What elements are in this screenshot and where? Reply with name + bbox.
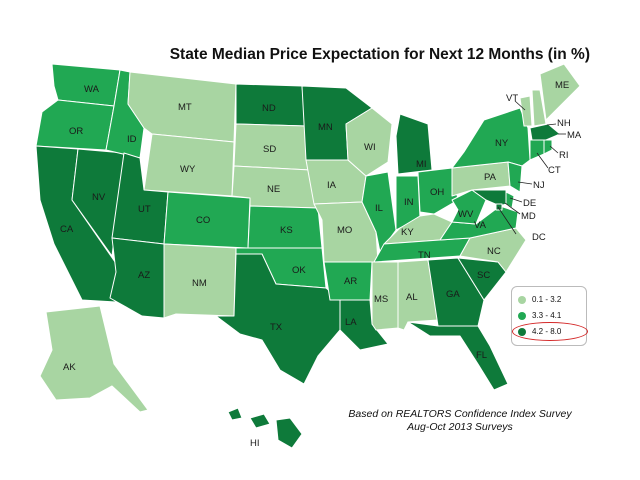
state-dc <box>495 203 503 211</box>
label-nc: NC <box>487 246 501 257</box>
legend-swatch-low <box>518 296 526 304</box>
label-il: IL <box>375 203 383 214</box>
label-co: CO <box>196 215 210 226</box>
label-va: VA <box>474 220 487 231</box>
label-ny: NY <box>495 138 509 149</box>
label-ar: AR <box>344 276 357 287</box>
state-oh <box>417 167 459 215</box>
map-title: State Median Price Expectation for Next … <box>169 46 590 63</box>
state-ri <box>543 139 553 155</box>
label-ok: OK <box>292 265 306 276</box>
label-dc: DC <box>532 232 546 243</box>
label-fl: FL <box>476 350 487 361</box>
label-ga: GA <box>446 289 460 300</box>
label-nd: ND <box>262 103 276 114</box>
state-az <box>109 237 165 319</box>
survey-note: Based on REALTORS Confidence Index Surve… <box>330 408 590 434</box>
legend-swatch-mid <box>518 312 526 320</box>
state-mi <box>395 113 433 175</box>
state-ny <box>451 107 531 169</box>
legend: 0.1 - 3.2 3.3 - 4.1 4.2 - 8.0 <box>511 286 588 346</box>
state-hi <box>227 407 303 449</box>
label-ne: NE <box>267 184 280 195</box>
label-mi: MI <box>416 159 427 170</box>
label-nv: NV <box>92 192 106 203</box>
legend-item-low: 0.1 - 3.2 <box>518 293 561 307</box>
state-wi <box>345 107 393 177</box>
label-me: ME <box>555 80 569 91</box>
label-de: DE <box>523 198 536 209</box>
label-pa: PA <box>484 172 497 183</box>
label-ks: KS <box>280 225 293 236</box>
state-nv <box>71 148 125 257</box>
label-ct: CT <box>548 165 561 176</box>
label-ut: UT <box>138 204 151 215</box>
label-md: MD <box>521 211 536 222</box>
label-wi: WI <box>364 142 376 153</box>
state-vt <box>519 95 533 127</box>
legend-item-mid: 3.3 - 4.1 <box>518 309 561 323</box>
label-ma: MA <box>567 130 582 141</box>
label-tn: TN <box>418 250 431 261</box>
label-sd: SD <box>263 144 276 155</box>
label-ak: AK <box>63 362 76 373</box>
label-id: ID <box>127 134 137 145</box>
label-sc: SC <box>477 270 490 281</box>
state-ms <box>371 261 399 331</box>
state-tx <box>215 253 341 385</box>
label-wv: WV <box>458 209 474 220</box>
legend-label-mid: 3.3 - 4.1 <box>532 311 562 320</box>
legend-label-low: 0.1 - 3.2 <box>532 295 562 304</box>
label-mt: MT <box>178 102 192 113</box>
state-nm <box>163 243 237 319</box>
state-va <box>439 205 519 241</box>
label-la: LA <box>345 317 357 328</box>
label-wy: WY <box>180 164 196 175</box>
state-fl <box>407 321 509 391</box>
state-ak <box>39 305 149 413</box>
label-mn: MN <box>318 122 333 133</box>
state-la <box>329 299 389 351</box>
state-or <box>35 99 115 151</box>
survey-note-line-1: Based on REALTORS Confidence Index Surve… <box>348 408 572 420</box>
state-md <box>471 189 507 207</box>
label-oh: OH <box>430 187 444 198</box>
label-ca: CA <box>60 224 74 235</box>
label-or: OR <box>69 126 83 137</box>
legend-item-high: 4.2 - 8.0 <box>512 322 588 341</box>
label-hi: HI <box>250 438 260 449</box>
label-nj: NJ <box>533 180 545 191</box>
state-ma <box>529 123 561 141</box>
label-ms: MS <box>374 294 388 305</box>
label-nm: NM <box>192 278 207 289</box>
label-wa: WA <box>84 84 100 95</box>
state-nj <box>507 161 523 193</box>
label-in: IN <box>404 197 414 208</box>
label-vt: VT <box>506 93 518 104</box>
state-ga <box>427 257 485 327</box>
label-ia: IA <box>327 180 337 191</box>
label-mo: MO <box>337 225 352 236</box>
state-ct <box>529 139 545 161</box>
survey-note-line-2: Aug-Oct 2013 Surveys <box>407 421 513 433</box>
label-ri: RI <box>559 150 569 161</box>
legend-highlight-ellipse <box>512 322 588 341</box>
label-al: AL <box>406 292 418 303</box>
state-de <box>505 191 515 209</box>
label-ky: KY <box>401 227 414 238</box>
label-nh: NH <box>557 118 571 129</box>
state-me <box>539 63 581 121</box>
label-tx: TX <box>270 322 283 333</box>
label-az: AZ <box>138 270 150 281</box>
